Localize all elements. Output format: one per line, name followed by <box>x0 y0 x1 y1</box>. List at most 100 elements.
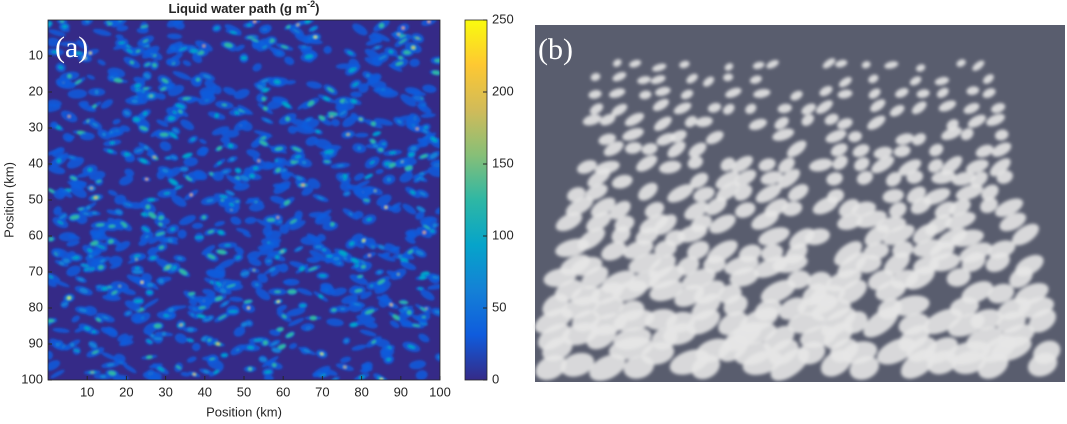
cell <box>221 103 228 107</box>
cell <box>161 78 169 84</box>
cell <box>422 84 437 93</box>
cell <box>140 281 144 284</box>
cell <box>305 118 312 122</box>
cell <box>351 344 367 351</box>
cell <box>56 158 62 164</box>
cell <box>333 256 340 261</box>
cell <box>273 180 291 195</box>
cell <box>233 326 246 337</box>
cloud <box>910 197 932 215</box>
cell <box>276 304 287 312</box>
cell <box>191 222 204 229</box>
cell <box>108 239 114 244</box>
cloud <box>898 159 922 176</box>
cloud <box>832 155 848 170</box>
cell <box>412 46 415 49</box>
cell <box>301 160 307 165</box>
cloud <box>641 143 658 155</box>
cell <box>399 171 414 183</box>
cloud <box>989 158 1011 177</box>
cloud <box>967 114 986 128</box>
cell <box>430 152 438 159</box>
cloud <box>983 74 994 84</box>
cloud <box>975 144 994 158</box>
cloud <box>715 171 740 189</box>
cell <box>275 167 281 173</box>
cell <box>365 38 381 46</box>
cell <box>91 122 99 127</box>
cell <box>401 26 405 30</box>
cloud <box>885 172 902 187</box>
cell <box>224 244 231 247</box>
cell <box>248 202 265 212</box>
cell <box>270 195 286 205</box>
cloud <box>695 116 713 127</box>
cell <box>220 136 231 144</box>
cell <box>283 278 300 286</box>
cloud <box>663 323 697 345</box>
cell <box>253 130 273 138</box>
cell <box>249 173 255 179</box>
cloud <box>824 113 839 125</box>
cell <box>66 265 81 277</box>
cloud <box>884 61 899 69</box>
cell <box>235 256 241 260</box>
cell <box>285 332 294 338</box>
cloud <box>815 100 833 114</box>
cell <box>89 229 107 241</box>
cell <box>277 300 280 303</box>
cell <box>199 294 216 307</box>
cloud <box>720 157 736 172</box>
cloud <box>534 308 573 334</box>
cloud <box>745 103 757 114</box>
cell <box>294 155 302 159</box>
cell <box>365 73 370 78</box>
cell <box>142 370 162 380</box>
cell <box>119 175 134 186</box>
cloud <box>636 155 658 172</box>
cloud <box>565 196 594 217</box>
cell <box>214 296 223 301</box>
cloud <box>849 355 880 380</box>
cell <box>330 287 347 297</box>
cloud <box>599 113 616 126</box>
cell <box>359 118 363 121</box>
cell <box>142 39 149 43</box>
cloud <box>1009 266 1033 289</box>
cell <box>314 35 317 39</box>
cell <box>380 378 383 380</box>
cloud <box>542 337 573 362</box>
cell <box>53 206 62 216</box>
cell <box>278 263 289 273</box>
cell <box>326 87 335 93</box>
cloud <box>854 157 870 171</box>
cell <box>82 212 90 216</box>
cell <box>85 20 90 24</box>
cloud <box>734 202 756 218</box>
cloud <box>988 240 1016 259</box>
cloud <box>623 355 654 379</box>
cell <box>78 100 89 107</box>
cell <box>262 87 269 93</box>
cell <box>389 151 397 155</box>
cell <box>138 239 149 247</box>
cell <box>415 250 424 256</box>
cloud <box>790 90 803 101</box>
cloud <box>777 169 801 189</box>
cloud <box>590 72 601 82</box>
cell <box>196 314 206 319</box>
cloud <box>1011 223 1039 246</box>
cell <box>124 300 141 311</box>
cell <box>150 129 162 138</box>
cell <box>139 158 148 164</box>
cell <box>350 91 363 98</box>
cloud <box>923 308 962 335</box>
cell <box>148 363 163 369</box>
cloud <box>855 254 882 273</box>
cell <box>250 38 259 43</box>
cell <box>48 148 64 156</box>
cell <box>420 271 430 277</box>
cell <box>364 174 373 179</box>
cloud <box>691 354 720 380</box>
cloud <box>629 59 642 68</box>
